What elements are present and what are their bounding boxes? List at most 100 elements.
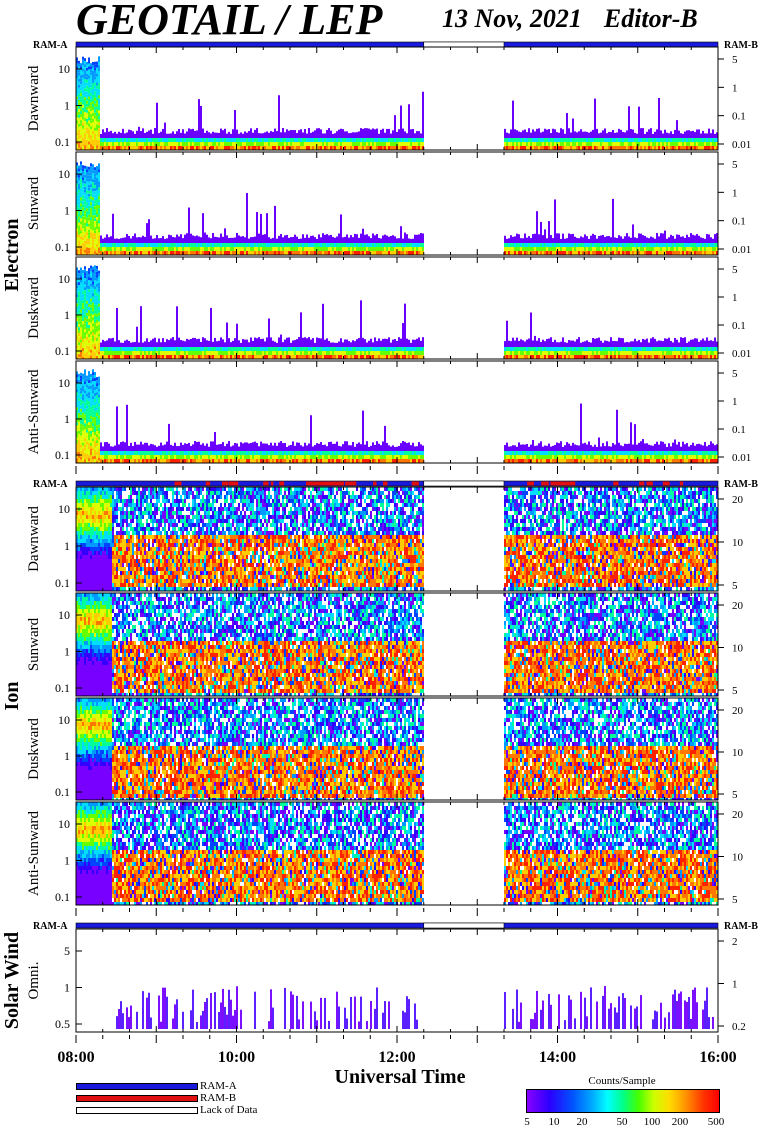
colorbar-tick: 100 bbox=[644, 1116, 661, 1128]
mode-bar bbox=[75, 41, 719, 48]
panel-label: Sunward bbox=[26, 176, 42, 230]
spectrogram-image bbox=[116, 986, 714, 1029]
y2-tick-label: 20 bbox=[732, 600, 744, 612]
group-label-ele: Electron bbox=[1, 219, 23, 292]
legend-key-lack-of-data bbox=[76, 1107, 198, 1114]
mode-bar-ram-b bbox=[177, 481, 182, 486]
y2-tick-label: 5 bbox=[732, 264, 738, 276]
y2-tick-label: 0.1 bbox=[732, 111, 746, 123]
spectrogram-image bbox=[76, 698, 718, 800]
legend-label-ram-b: RAM-B bbox=[200, 1092, 236, 1104]
y2-tick-label: 20 bbox=[732, 809, 744, 821]
y2-tick-label: 2 bbox=[732, 936, 738, 948]
y2-tick-label: 5 bbox=[732, 789, 738, 801]
y2-tick-label: 0.01 bbox=[732, 139, 751, 151]
x-tick-label: 12:00 bbox=[378, 1049, 415, 1066]
mode-bar-ram-b bbox=[347, 481, 354, 486]
page-title: GEOTAIL / LEP bbox=[76, 0, 382, 45]
ram-a-label: RAM-A bbox=[33, 921, 68, 932]
mode-bar-ram-b bbox=[228, 481, 236, 486]
y2-tick-label: 20 bbox=[732, 705, 744, 717]
mode-bar bbox=[75, 922, 719, 929]
y-tick-label: 1 bbox=[64, 854, 70, 868]
group-label-sw: Solar Wind bbox=[1, 932, 23, 1029]
mode-bar-ram-b bbox=[552, 481, 561, 486]
y2-tick-label: 5 bbox=[732, 894, 738, 906]
y2-tick-label: 10 bbox=[732, 643, 744, 655]
legend-label-ram-a: RAM-A bbox=[200, 1080, 237, 1092]
y2-tick-label: 20 bbox=[732, 494, 744, 506]
legend-key-ram-a bbox=[76, 1083, 198, 1090]
mode-bar-ram-b bbox=[205, 481, 211, 486]
colorbar-tick: 20 bbox=[577, 1116, 588, 1128]
y2-tick-label: 0.1 bbox=[732, 216, 746, 228]
y-tick-label: 1 bbox=[64, 749, 70, 763]
ram-b-label: RAM-B bbox=[724, 921, 758, 932]
mode-bar-ram-b bbox=[527, 481, 535, 486]
x-tick-label: 16:00 bbox=[699, 1049, 736, 1066]
y-tick-label: 0.1 bbox=[55, 240, 70, 254]
mode-bar-ram-b bbox=[352, 481, 357, 486]
y2-tick-label: 0.01 bbox=[732, 348, 751, 360]
y2-tick-label: 0.2 bbox=[732, 1021, 746, 1033]
y-tick-label: 10 bbox=[58, 817, 70, 831]
ram-b-label: RAM-B bbox=[724, 40, 758, 51]
panel-label: Anti-Sunward bbox=[26, 369, 42, 454]
mode-bar-ram-b bbox=[560, 481, 568, 486]
mode-bar-ram-b bbox=[345, 481, 350, 486]
y2-tick-label: 5 bbox=[732, 368, 738, 380]
y2-tick-label: 10 bbox=[732, 852, 744, 864]
spectrogram-image bbox=[76, 161, 718, 255]
y2-tick-label: 0.01 bbox=[732, 452, 751, 464]
spectrogram-image bbox=[76, 56, 718, 150]
y-tick-label: 0.1 bbox=[55, 785, 70, 799]
y-tick-label: 10 bbox=[58, 608, 70, 622]
x-axis-label: Universal Time bbox=[300, 1066, 500, 1089]
mode-bar bbox=[75, 480, 719, 487]
y-tick-label: 0.1 bbox=[55, 576, 70, 590]
y-tick-label: 1 bbox=[64, 645, 70, 659]
y-tick-label: 1 bbox=[64, 539, 70, 553]
x-tick-label: 14:00 bbox=[539, 1049, 576, 1066]
y2-tick-label: 1 bbox=[732, 396, 738, 408]
ram-b-label: RAM-B bbox=[724, 479, 758, 490]
y2-tick-label: 5 bbox=[732, 159, 738, 171]
ram-a-label: RAM-A bbox=[33, 40, 68, 51]
panel-label: Dawnward bbox=[26, 65, 42, 131]
y2-tick-label: 10 bbox=[732, 747, 744, 759]
mode-bar-ram-b bbox=[306, 481, 344, 486]
y-tick-label: 10 bbox=[58, 713, 70, 727]
page-subtitle: 13 Nov, 2021 Editor-B bbox=[442, 4, 698, 34]
y2-tick-label: 10 bbox=[732, 537, 744, 549]
spectrogram-image bbox=[76, 369, 718, 463]
y2-tick-label: 1 bbox=[732, 979, 738, 991]
legend-label-lack-of-data: Lack of Data bbox=[200, 1104, 257, 1116]
y-tick-label: 0.5 bbox=[55, 1017, 70, 1031]
panel-frame bbox=[75, 928, 719, 1033]
panel-label: Dawnward bbox=[26, 506, 42, 572]
colorbar-tick: 10 bbox=[549, 1116, 560, 1128]
editor-label: Editor-B bbox=[604, 4, 698, 33]
mode-bar-ram-b bbox=[373, 481, 377, 486]
mode-bar-gap bbox=[423, 41, 505, 48]
mode-bar-ram-b bbox=[541, 481, 549, 486]
y-tick-label: 1 bbox=[64, 99, 70, 113]
panel-label: Sunward bbox=[26, 617, 42, 671]
group-label-ion: Ion bbox=[1, 682, 23, 711]
y-tick-label: 10 bbox=[58, 376, 70, 390]
mode-bar-ram-b bbox=[221, 481, 229, 486]
mode-bar-ram-b bbox=[646, 481, 653, 486]
y-tick-label: 0.1 bbox=[55, 681, 70, 695]
mode-bar-ram-b bbox=[174, 481, 179, 486]
mode-bar-ram-b bbox=[411, 481, 419, 486]
y2-tick-label: 0.1 bbox=[732, 320, 746, 332]
y-tick-label: 0.1 bbox=[55, 135, 70, 149]
mode-bar-ram-b bbox=[613, 481, 619, 486]
colorbar-tick: 200 bbox=[672, 1116, 689, 1128]
mode-bar-ram-b bbox=[382, 481, 388, 486]
panel-label: Duskward bbox=[26, 277, 42, 339]
y-tick-label: 1 bbox=[64, 204, 70, 218]
y2-tick-label: 1 bbox=[732, 82, 738, 94]
y-tick-label: 0.1 bbox=[55, 344, 70, 358]
